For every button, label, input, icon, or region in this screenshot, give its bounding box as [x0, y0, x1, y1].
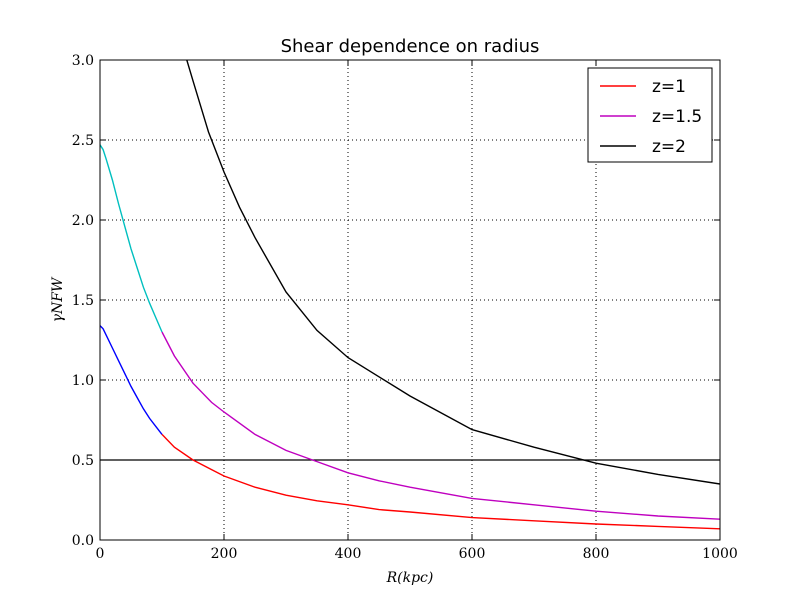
chart-title: Shear dependence on radius: [281, 36, 540, 57]
legend-label-1: z=1.5: [652, 107, 702, 127]
x-tick-label: 0: [96, 546, 105, 562]
legend-label-0: z=1: [652, 77, 686, 97]
series-line-0: [161, 433, 720, 530]
y-tick-label: 1.5: [72, 293, 94, 309]
x-tick-label: 400: [335, 546, 362, 562]
y-tick-label: 0.0: [72, 533, 94, 549]
legend: z=1 z=1.5 z=2: [587, 67, 713, 163]
series-line-inner-0: [100, 325, 163, 435]
y-tick-label: 2.5: [72, 133, 94, 149]
series-lines: [100, 60, 720, 530]
x-tick-label: 600: [459, 546, 486, 562]
legend-label-2: z=2: [652, 137, 686, 157]
series-line-2: [186, 60, 720, 485]
x-tick-label: 200: [211, 546, 238, 562]
axis-ticks: 0 200 400 600 800 1000 0.0 0.5 1.0 1.5 2.0 2.5 3.0: [72, 53, 738, 562]
x-tick-label: 1000: [702, 546, 738, 562]
y-tick-label: 2.0: [72, 213, 94, 229]
x-tick-label: 800: [583, 546, 610, 562]
y-axis-label: γNFW: [50, 276, 66, 322]
y-tick-label: 1.0: [72, 373, 94, 389]
y-tick-label: 3.0: [72, 53, 94, 69]
y-tick-label: 0.5: [72, 453, 94, 469]
series-line-inner-1: [100, 144, 163, 333]
x-axis-label: R(kpc): [386, 570, 434, 586]
series-line-1: [161, 331, 720, 520]
